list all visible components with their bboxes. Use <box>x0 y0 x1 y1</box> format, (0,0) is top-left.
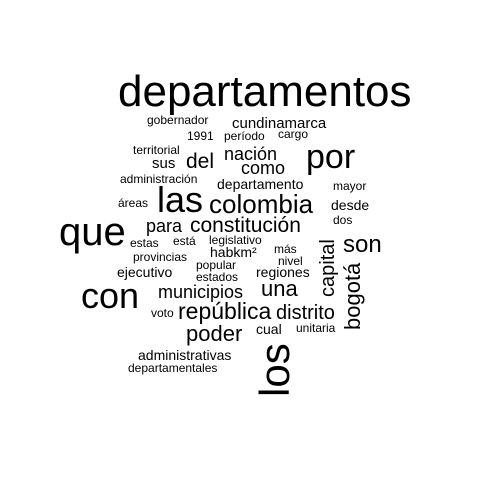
word-unitaria: unitaria <box>296 321 336 335</box>
word-popular: popular <box>196 258 237 272</box>
word-constitucion: constitución <box>190 214 301 237</box>
word-areas: áreas <box>118 196 149 210</box>
word-son: son <box>343 231 382 258</box>
word-distrito: distrito <box>276 302 335 324</box>
word-regiones: regiones <box>256 264 310 280</box>
word-como: como <box>241 158 286 178</box>
word-del: del <box>186 150 215 173</box>
word-republica: república <box>178 298 272 324</box>
word-cargo: cargo <box>278 127 309 141</box>
word-una: una <box>261 276 298 301</box>
word-poder: poder <box>186 321 243 346</box>
word-que: que <box>59 210 126 254</box>
word-municipios: municipios <box>158 282 244 302</box>
word-los: los <box>251 343 298 397</box>
word-habkm2: habkm² <box>210 244 257 260</box>
word-provincias: provincias <box>133 250 188 264</box>
word-con: con <box>81 275 140 316</box>
word-periodo: período <box>224 129 265 143</box>
word-bogota: bogotá <box>340 262 365 330</box>
word-territorial: territorial <box>133 143 180 157</box>
word-cundinamarca: cundinamarca <box>232 115 327 132</box>
word-cual: cual <box>256 321 282 337</box>
word-departamento: departamento <box>217 176 304 192</box>
word-gobernador: gobernador <box>147 113 209 127</box>
word-nivel: nivel <box>278 254 303 268</box>
word-sus: sus <box>152 155 176 172</box>
word-dos: dos <box>333 213 353 227</box>
word-capital: capital <box>317 239 339 297</box>
word-desde: desde <box>331 197 370 213</box>
word-departamentales: departamentales <box>128 361 218 375</box>
word-estas: estas <box>130 236 159 250</box>
word-por: por <box>306 138 356 176</box>
word-esta: está <box>173 234 196 248</box>
word-administrativas: administrativas <box>138 347 232 363</box>
word-nacion: nación <box>224 144 278 164</box>
word-administracion: administración <box>120 172 198 186</box>
word-voto: voto <box>151 306 174 320</box>
word-las: las <box>157 179 204 220</box>
word-departamentos: departamentos <box>118 67 412 116</box>
word-1991: 1991 <box>187 129 214 143</box>
word-legislativo: legislativo <box>209 233 262 247</box>
word-ejecutivo: ejecutivo <box>117 264 173 280</box>
word-colombia: colombia <box>209 189 314 219</box>
word-para: para <box>146 216 183 236</box>
word-mas: más <box>274 242 297 256</box>
word-mayor: mayor <box>333 179 367 193</box>
word-estados: estados <box>196 270 239 284</box>
